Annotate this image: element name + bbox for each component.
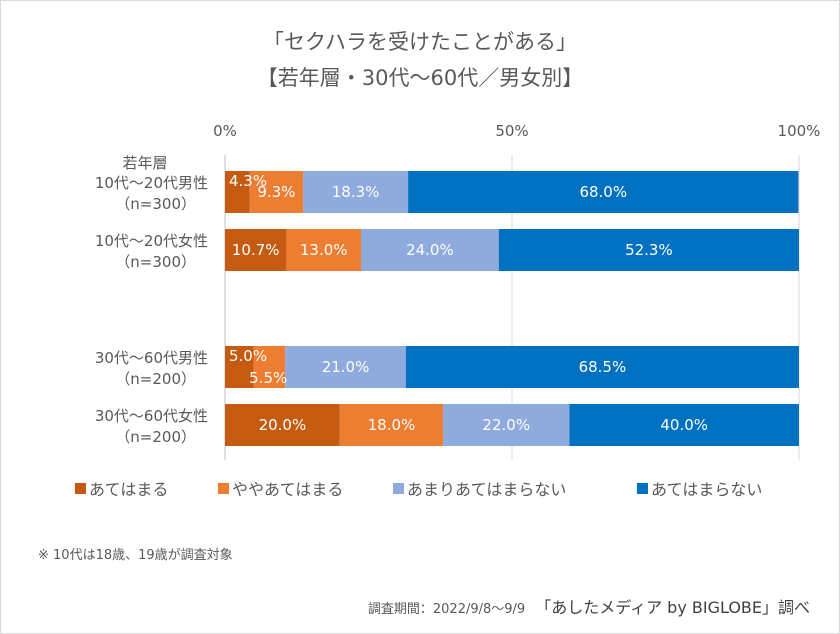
group-label: 若年層: [122, 154, 167, 172]
legend-swatch: [637, 483, 648, 494]
category-label: 10代～20代男性: [95, 174, 208, 192]
data-label: 68.5%: [579, 358, 627, 376]
data-label: 13.0%: [300, 241, 348, 259]
legend-label: あまりあてはまらない: [407, 480, 566, 499]
legend-label: あてはまらない: [651, 480, 762, 499]
data-label: 24.0%: [406, 241, 454, 259]
category-sample-size: （n=200）: [115, 428, 196, 446]
data-label: 4.3%: [229, 172, 267, 190]
x-tick-label: 50%: [495, 122, 528, 140]
chart-subtitle: 【若年層・30代～60代／男女別】: [256, 66, 584, 90]
bar-segment: [285, 346, 406, 388]
data-label: 68.0%: [579, 183, 627, 201]
legend-swatch: [393, 483, 404, 494]
chart-title: 「セクハラを受けたことがある」: [263, 30, 577, 54]
bar-segment: [443, 404, 570, 446]
category-sample-size: （n=200）: [115, 370, 196, 388]
bar-segment: [569, 404, 799, 446]
bar-segment: [249, 171, 304, 213]
bar-segment: [225, 229, 287, 271]
source-line: 調査期間：2022/9/8～9/9 「あしたメディア by BIGLOBE」調べ: [368, 594, 810, 618]
legend-label: あてはまる: [89, 480, 168, 499]
data-label: 52.3%: [625, 241, 673, 259]
legend-swatch: [218, 483, 229, 494]
data-label: 5.0%: [229, 347, 267, 365]
source-credit: 「あしたメディア by BIGLOBE」調べ: [535, 598, 810, 617]
data-label: 40.0%: [660, 416, 708, 434]
survey-period: 調査期間：2022/9/8～9/9: [367, 602, 526, 617]
data-label: 18.3%: [332, 183, 380, 201]
data-label: 22.0%: [482, 416, 530, 434]
data-label: 21.0%: [322, 358, 370, 376]
data-label: 10.7%: [232, 241, 280, 259]
legend-label: ややあてはまる: [232, 480, 343, 499]
category-label: 30代～60代男性: [95, 349, 208, 367]
x-tick-label: 0%: [213, 122, 237, 140]
bar-segment: [339, 404, 444, 446]
data-label: 9.3%: [257, 183, 295, 201]
bar-segment: [225, 404, 340, 446]
category-label: 10代～20代女性: [95, 232, 208, 250]
category-sample-size: （n=300）: [115, 253, 196, 271]
legend-swatch: [75, 483, 86, 494]
category-label: 30代～60代女性: [95, 407, 208, 425]
bar-segment: [303, 171, 409, 213]
bar-segment: [225, 171, 250, 213]
bar-segment: [405, 346, 799, 388]
bar-segment: [408, 171, 799, 213]
data-label: 18.0%: [368, 416, 416, 434]
bar-segment: [253, 346, 286, 388]
category-sample-size: （n=300）: [115, 195, 196, 213]
bar-segment: [286, 229, 362, 271]
bar-segment: [361, 229, 499, 271]
bar-segment: [225, 346, 254, 388]
x-tick-label: 100%: [778, 122, 821, 140]
footnote: ※ 10代は18歳、19歳が調査対象: [38, 548, 233, 563]
data-label: 20.0%: [259, 416, 307, 434]
data-label: 5.5%: [249, 369, 287, 387]
bar-segment: [498, 229, 799, 271]
